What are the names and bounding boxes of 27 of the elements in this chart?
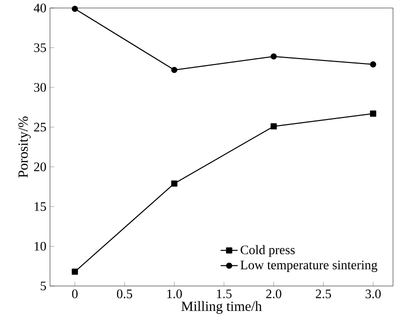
point (270, 123, 277, 130)
legend-label: Cold press (240, 245, 295, 257)
x-tick-label: 2.5 (316, 290, 331, 298)
y-tick-label: 5 (40, 282, 46, 290)
point (72, 268, 78, 275)
x-tick-label: 0 (72, 290, 78, 298)
point (370, 110, 376, 117)
legend-label: Low temperature sintering (240, 260, 378, 272)
y-tick-label: 25 (34, 122, 46, 132)
x-tick-label: 2.0 (266, 290, 282, 298)
x-tick-label: 1.0 (167, 290, 182, 298)
y-tick-label: 20 (34, 162, 46, 172)
x-axis-title: Milling time/h (181, 301, 262, 314)
y-tick-label: 15 (34, 202, 46, 211)
x-tick-label: 3.0 (366, 290, 381, 298)
y-tick-label: 35 (34, 43, 46, 52)
point (171, 180, 178, 187)
y-tick-label: 40 (34, 4, 46, 12)
y-axis-title: Porosity/% (18, 116, 31, 178)
point (370, 61, 376, 68)
point (270, 53, 277, 60)
point (72, 6, 78, 12)
point (171, 66, 178, 74)
x-tick-label: 1.5 (217, 290, 232, 298)
x-tick-label: 0.5 (116, 290, 132, 298)
y-tick-label: 30 (34, 83, 46, 92)
y-tick-label: 10 (34, 242, 46, 251)
